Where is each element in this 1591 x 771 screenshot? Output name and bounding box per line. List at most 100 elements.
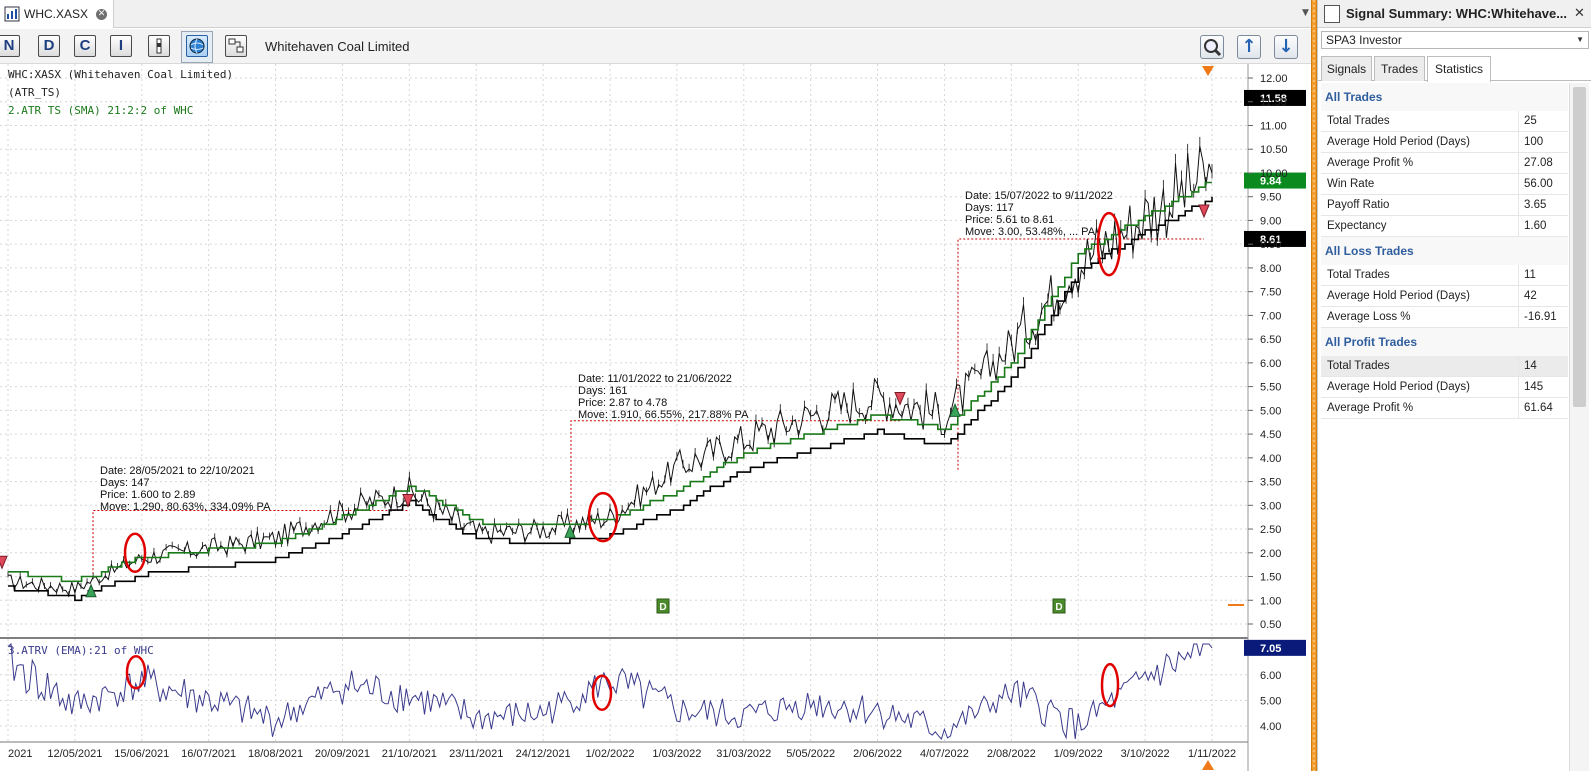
company-name: Whitehaven Coal Limited <box>265 39 410 54</box>
dividend-marker-label: D <box>659 602 666 613</box>
document-tab[interactable]: WHC.XASX ✕ <box>0 0 114 28</box>
trade-annotation-line: Date: 28/05/2021 to 22/10/2021 <box>100 465 255 477</box>
price-badge <box>1244 172 1306 189</box>
toolbar-button-n[interactable]: N <box>0 35 20 57</box>
trade-annotation-line: Move: 1.910, 66.55%, 217.88% PA <box>578 409 749 421</box>
price-axis-label: 5.50 <box>1260 382 1281 394</box>
atr-ts-black-line <box>8 196 1213 602</box>
table-row: Payoff Ratio 3.65 <box>1321 195 1568 216</box>
price-axis-label: 11.50 <box>1260 97 1287 109</box>
section-profit-trades: All Profit Trades <box>1321 328 1568 356</box>
scale-handle-icon[interactable] <box>1202 760 1214 770</box>
date-axis-label: 2/08/2022 <box>987 748 1036 760</box>
system-select[interactable]: SPA3 Investor ▼ <box>1321 31 1589 49</box>
lower-badge <box>1244 639 1306 656</box>
date-axis-label: 12/05/2021 <box>47 748 102 760</box>
toolbar-globe-icon[interactable] <box>186 35 208 57</box>
system-select-value: SPA3 Investor <box>1326 33 1402 47</box>
price-axis-label: 1.50 <box>1260 572 1281 584</box>
statistics-table: All Trades Total Trades 25 Average Hold P… <box>1321 83 1568 771</box>
chart-toolbar: N D C I Whitehaven Coal Limited ↑ ↓ <box>0 29 1311 64</box>
price-badge-label: 11.58 <box>1260 93 1287 105</box>
price-axis-label: 3.00 <box>1260 500 1281 512</box>
scale-handle-icon[interactable] <box>1202 66 1214 76</box>
date-axis-label: 1/02/2022 <box>586 748 635 760</box>
price-axis-label: 9.50 <box>1260 192 1281 204</box>
table-row: Average Hold Period (Days) 42 <box>1321 286 1568 307</box>
price-axis-label: 7.50 <box>1260 287 1281 299</box>
panel-splitter[interactable] <box>1311 0 1317 771</box>
scroll-up-arrow-icon[interactable]: ↑ <box>1237 35 1261 59</box>
date-axis-label: 1/11/2022 <box>1188 748 1236 760</box>
panel-scrollbar[interactable] <box>1569 83 1589 771</box>
chart-header-symbol: WHC:XASX (Whitehaven Coal Limited) <box>8 68 233 81</box>
tab-trades[interactable]: Trades <box>1374 56 1425 81</box>
close-tab-icon[interactable]: ✕ <box>96 9 107 20</box>
chart-header-atr-ts: 2.ATR TS (SMA) 21:2:2 of WHC <box>8 104 193 117</box>
price-axis-label: 11.00 <box>1260 120 1287 132</box>
panel-tabs: Signals Trades Statistics <box>1318 54 1591 82</box>
toolbar-bars-icon[interactable] <box>148 35 170 57</box>
close-panel-icon[interactable]: ✕ <box>1574 6 1585 21</box>
trade-annotation-line: Days: 117 <box>965 202 1014 214</box>
dividend-marker[interactable] <box>1052 598 1066 614</box>
toolbar-button-d[interactable]: D <box>38 35 60 57</box>
date-axis-label: 2021 <box>8 748 32 760</box>
price-axis-label: 2.00 <box>1260 548 1281 560</box>
date-axis-label: 16/07/2021 <box>181 748 236 760</box>
trade-annotation-line: Price: 1.600 to 2.89 <box>100 489 195 501</box>
date-axis-label: 18/08/2021 <box>248 748 303 760</box>
price-axis-label: 5.00 <box>1260 405 1281 417</box>
table-row: Win Rate 56.00 <box>1321 174 1568 195</box>
price-axis-label: 6.50 <box>1260 334 1281 346</box>
table-row: Average Profit % 27.08 <box>1321 153 1568 174</box>
buy-signal-icon[interactable] <box>564 524 576 538</box>
table-row: Average Hold Period (Days) 145 <box>1321 377 1568 398</box>
price-axis-label: 12.00 <box>1260 73 1288 85</box>
date-axis-label: 4/07/2022 <box>920 748 969 760</box>
price-axis-label: 3.50 <box>1260 477 1281 489</box>
price-axis-label: 2.50 <box>1260 524 1281 536</box>
tab-signals[interactable]: Signals <box>1321 56 1372 81</box>
table-row: Total Trades 14 <box>1321 356 1568 377</box>
lower-axis-label: 6.00 <box>1260 670 1281 682</box>
table-row: Average Loss % -16.91 <box>1321 307 1568 328</box>
chart-header-indicator: (ATR_TS) <box>8 86 61 99</box>
scroll-down-arrow-icon[interactable]: ↓ <box>1274 35 1298 59</box>
highlight-ellipse <box>587 491 619 543</box>
trade-link-line <box>570 420 900 522</box>
sell-signal-icon[interactable] <box>0 555 8 570</box>
buy-signal-icon[interactable] <box>85 583 97 598</box>
price-badge <box>1244 230 1306 247</box>
scrollbar-thumb[interactable] <box>1573 87 1586 407</box>
signal-summary-icon <box>1324 4 1340 23</box>
section-all-trades: All Trades <box>1321 83 1568 111</box>
buy-signal-icon[interactable] <box>949 403 961 417</box>
tab-list-dropdown-icon[interactable]: ▼ <box>1302 8 1309 18</box>
toolbar-button-c[interactable]: C <box>74 35 96 57</box>
zoom-search-icon[interactable] <box>1200 35 1224 59</box>
highlight-ellipse <box>125 654 147 690</box>
price-axis-label: 6.00 <box>1260 358 1281 370</box>
toolbar-layout-icon[interactable] <box>225 35 247 57</box>
trade-annotation-line: Move: 1.290, 80.63%, 334.09% PA <box>100 501 271 513</box>
dividend-marker[interactable] <box>656 598 670 614</box>
tab-statistics[interactable]: Statistics <box>1427 56 1491 82</box>
table-row: Average Hold Period (Days) 100 <box>1321 132 1568 153</box>
table-row: Total Trades 25 <box>1321 111 1568 132</box>
sell-signal-icon[interactable] <box>1198 204 1210 219</box>
table-row: Expectancy 1.60 <box>1321 216 1568 237</box>
atr-ts-green-line <box>8 181 1212 583</box>
date-axis-label: 24/12/2021 <box>516 748 571 760</box>
price-axis-label: 10.00 <box>1260 168 1288 180</box>
sell-signal-icon[interactable] <box>402 494 414 508</box>
date-axis-label: 15/06/2021 <box>114 748 169 760</box>
toolbar-button-i[interactable]: I <box>110 35 132 57</box>
trade-link-line <box>957 238 1204 470</box>
price-axis-label: 8.00 <box>1260 263 1281 275</box>
date-axis-label: 1/09/2022 <box>1054 748 1103 760</box>
lower-pane-title: 3.ATRV (EMA):21 of WHC <box>8 644 154 657</box>
sell-signal-icon[interactable] <box>894 391 906 406</box>
panel-title: Signal Summary: WHC:Whitehave... <box>1346 6 1568 21</box>
